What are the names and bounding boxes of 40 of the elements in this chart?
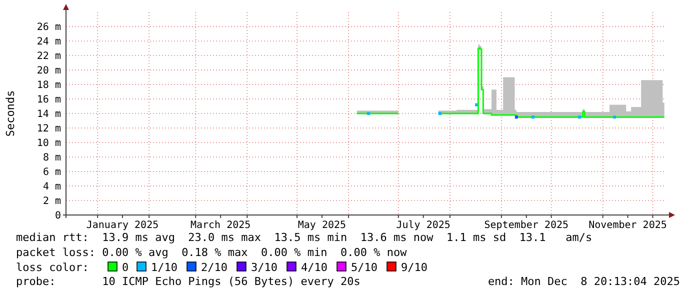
text: median rtt: 13.9 ms avg 23.0 ms max 13.5 ms min 13.6 ms now 1.1 ms sd 13.1 am/s <box>16 231 592 244</box>
legend-label: 0 <box>122 261 129 274</box>
y-tick-label: 20 m <box>36 66 61 76</box>
y-tick-label: 18 m <box>36 80 61 91</box>
text: packet loss: 0.00 % avg 0.18 % max 0.00 % min 0.00 % now <box>16 246 408 259</box>
y-tick-label: 4 m <box>42 182 61 192</box>
y-tick-label: 26 m <box>36 22 61 33</box>
y-tick-label: 10 m <box>36 138 61 149</box>
point <box>438 112 442 115</box>
y-tick-label: 14 m <box>36 109 61 120</box>
point <box>612 116 616 119</box>
point <box>514 116 518 119</box>
x-tick-label: January 2025 <box>86 220 159 231</box>
y-tick-label: 16 m <box>36 94 61 106</box>
legend-label: 5/10 <box>351 261 378 274</box>
y-tick-label: 8 m <box>42 152 61 164</box>
legend-label: 9/10 <box>401 261 428 274</box>
legend-title: loss color: <box>16 261 89 274</box>
legend-label: 4/10 <box>301 261 328 274</box>
y-tick-label: 22 m <box>36 51 61 62</box>
x-tick-label: March 2025 <box>190 220 251 231</box>
x-tick-label: July 2025 <box>396 220 450 231</box>
legend-label: 2/10 <box>201 261 228 274</box>
y-axis-title: Seconds <box>4 90 17 137</box>
point <box>578 116 582 119</box>
point <box>475 103 478 106</box>
point <box>532 116 535 119</box>
text: end: Mon Dec 8 20:13:04 2025 <box>488 275 680 288</box>
x-tick-label: May 2025 <box>298 220 346 231</box>
y-tick-label: 0 <box>54 210 61 222</box>
y-tick-label: 12 m <box>36 124 61 134</box>
legend-label: 3/10 <box>251 261 278 274</box>
legend-label: 1/10 <box>151 261 178 274</box>
x-tick-label: November 2025 <box>588 220 667 231</box>
y-tick-label: 2 m <box>42 196 61 207</box>
point <box>366 112 370 115</box>
y-tick-label: 24 m <box>36 36 61 48</box>
text: probe: 10 ICMP Echo Pings (56 Bytes) every 20s <box>16 275 360 288</box>
y-tick-label: 6 m <box>42 167 61 178</box>
x-tick-label: September 2025 <box>484 220 569 231</box>
